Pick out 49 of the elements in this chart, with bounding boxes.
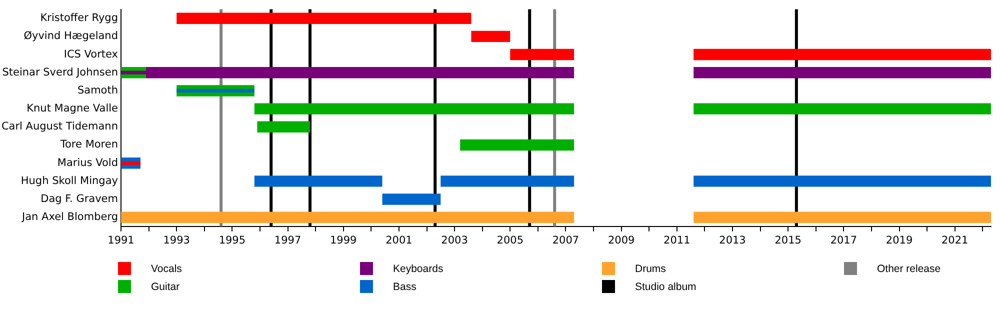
bar bbox=[257, 121, 310, 133]
bar bbox=[460, 139, 574, 151]
x-tick-label: 2019 bbox=[886, 234, 913, 246]
x-tick-label: 2015 bbox=[774, 234, 802, 246]
bar bbox=[694, 176, 991, 187]
x-tick-label: 1991 bbox=[108, 234, 134, 246]
y-tick-label: Tore Moren bbox=[59, 138, 118, 151]
bar bbox=[254, 103, 574, 114]
y-tick-label: Marius Vold bbox=[57, 156, 118, 169]
x-tick-label: 1995 bbox=[218, 234, 246, 246]
x-tick-label: 2011 bbox=[664, 234, 690, 246]
x-tick-label: 1999 bbox=[330, 234, 357, 246]
x-tick-label: 2007 bbox=[552, 234, 580, 246]
bar bbox=[254, 176, 382, 187]
y-tick-label: Øyvind Hægeland bbox=[24, 30, 118, 42]
x-tick-label: 2001 bbox=[386, 234, 412, 246]
y-tick-label: Hugh Skoll Mingay bbox=[20, 174, 118, 187]
x-tick-label: 2017 bbox=[830, 234, 858, 246]
y-tick-label: Samoth bbox=[77, 84, 118, 96]
bar bbox=[471, 30, 510, 42]
y-tick-label: Kristoffer Rygg bbox=[40, 12, 118, 24]
legend-label: Studio album bbox=[635, 280, 697, 293]
bar bbox=[694, 67, 991, 78]
bar bbox=[382, 194, 441, 205]
legend-label: Bass bbox=[393, 280, 416, 293]
y-tick-label: Steinar Sverd Johnsen bbox=[2, 66, 118, 78]
legend-label: Drums bbox=[635, 262, 666, 275]
bar bbox=[121, 212, 574, 223]
legend-label: Other release bbox=[877, 262, 941, 275]
x-tick-label: 2013 bbox=[719, 234, 746, 246]
legend-label: Guitar bbox=[151, 280, 180, 293]
x-tick-label: 2005 bbox=[496, 234, 524, 246]
x-tick-label: 2003 bbox=[441, 234, 468, 246]
x-tick-label: 1997 bbox=[274, 234, 302, 246]
x-tick-label: 2021 bbox=[942, 234, 968, 246]
bar bbox=[694, 212, 991, 223]
y-tick-label: Dag F. Gravem bbox=[40, 192, 118, 205]
bar bbox=[440, 176, 574, 187]
x-tick-label: 1993 bbox=[163, 234, 190, 246]
legend-label: Vocals bbox=[151, 262, 182, 275]
bar bbox=[176, 12, 472, 24]
y-tick-label: Carl August Tidemann bbox=[1, 120, 118, 133]
y-tick-label: ICS Vortex bbox=[64, 48, 118, 60]
y-tick-label: Knut Magne Valle bbox=[26, 102, 118, 115]
y-tick-label: Jan Axel Blomberg bbox=[20, 211, 118, 224]
bar bbox=[510, 48, 574, 60]
bar bbox=[694, 103, 991, 114]
x-tick-label: 2009 bbox=[608, 234, 635, 246]
legend-label: Keyboards bbox=[393, 262, 444, 275]
